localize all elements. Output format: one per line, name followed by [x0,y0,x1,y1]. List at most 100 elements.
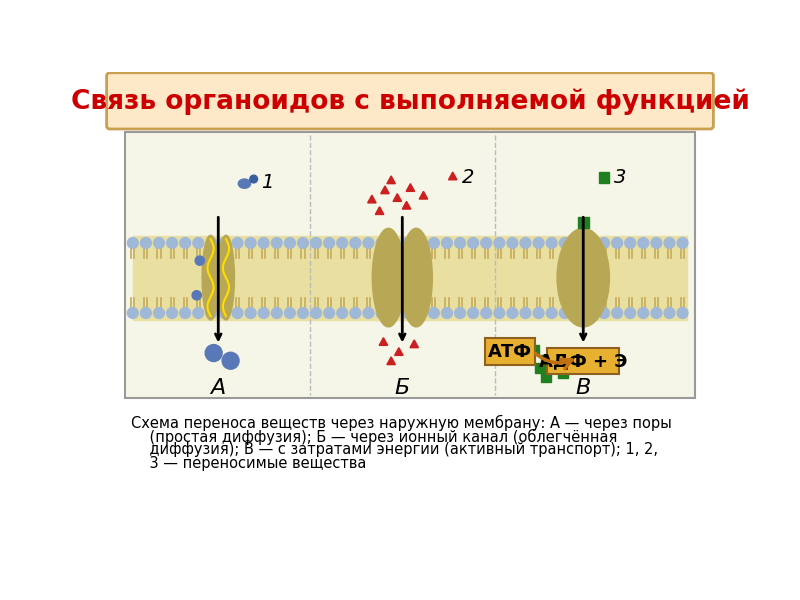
Circle shape [250,175,258,183]
Ellipse shape [218,235,234,320]
Circle shape [154,238,164,248]
Circle shape [586,308,596,319]
Circle shape [612,238,622,248]
Bar [558,368,568,379]
Circle shape [193,238,204,248]
Circle shape [415,308,426,319]
Circle shape [310,308,322,319]
Polygon shape [375,207,384,214]
Circle shape [206,238,217,248]
Text: 1: 1 [262,173,274,193]
Circle shape [205,344,222,362]
Circle shape [141,238,151,248]
Circle shape [520,238,531,248]
Circle shape [454,308,466,319]
Circle shape [559,238,570,248]
Circle shape [481,308,492,319]
Bar [549,360,558,370]
Circle shape [166,238,178,248]
Circle shape [625,308,636,319]
Circle shape [285,238,295,248]
Circle shape [625,238,636,248]
Circle shape [390,308,400,319]
Circle shape [507,308,518,319]
Circle shape [232,238,243,248]
Circle shape [324,238,334,248]
FancyBboxPatch shape [106,73,714,129]
Circle shape [232,308,243,319]
Circle shape [442,308,452,319]
Text: диффузия); В — с затратами энергии (активный транспорт); 1, 2,: диффузия); В — с затратами энергии (акти… [131,442,658,457]
Ellipse shape [400,229,432,327]
Circle shape [219,308,230,319]
Polygon shape [368,195,376,203]
Bar [125,132,695,398]
FancyBboxPatch shape [486,338,534,365]
Bar [530,346,539,355]
Circle shape [271,308,282,319]
Polygon shape [419,191,428,199]
Circle shape [507,238,518,248]
Circle shape [534,238,544,248]
Polygon shape [393,194,402,202]
Circle shape [180,238,190,248]
Circle shape [324,308,334,319]
Circle shape [559,308,570,319]
Bar [133,236,687,320]
Circle shape [298,238,308,248]
Circle shape [271,238,282,248]
Polygon shape [402,202,410,209]
Polygon shape [387,357,395,365]
Circle shape [141,308,151,319]
Bar [578,217,589,227]
Circle shape [376,308,387,319]
Circle shape [258,238,269,248]
Text: 2: 2 [462,168,474,187]
Circle shape [664,308,675,319]
Circle shape [166,308,178,319]
Circle shape [350,308,361,319]
Bar [598,172,610,183]
Polygon shape [410,340,418,347]
Circle shape [285,308,295,319]
Circle shape [350,238,361,248]
Polygon shape [394,347,403,355]
Circle shape [376,238,387,248]
Circle shape [193,308,204,319]
Circle shape [598,308,610,319]
Circle shape [546,308,557,319]
Circle shape [573,238,583,248]
Polygon shape [406,184,414,191]
Circle shape [402,308,413,319]
Circle shape [222,352,239,369]
Polygon shape [387,176,395,184]
Circle shape [454,238,466,248]
Circle shape [664,238,675,248]
Bar [554,347,565,358]
Ellipse shape [238,179,250,188]
Text: АТФ: АТФ [488,343,532,361]
Bar [541,372,551,382]
Circle shape [258,308,269,319]
Text: А: А [210,378,226,398]
Ellipse shape [557,229,610,327]
Circle shape [219,238,230,248]
Circle shape [337,308,348,319]
Circle shape [573,308,583,319]
Bar [572,361,582,371]
Circle shape [651,308,662,319]
Circle shape [468,238,478,248]
FancyBboxPatch shape [547,347,619,374]
Circle shape [520,308,531,319]
Circle shape [298,308,308,319]
Bar [564,351,574,361]
Circle shape [534,308,544,319]
Circle shape [546,238,557,248]
Text: АДФ + Э: АДФ + Э [539,352,627,370]
Circle shape [363,238,374,248]
Circle shape [638,238,649,248]
Circle shape [390,238,400,248]
Circle shape [363,308,374,319]
Circle shape [442,238,452,248]
Circle shape [429,308,439,319]
